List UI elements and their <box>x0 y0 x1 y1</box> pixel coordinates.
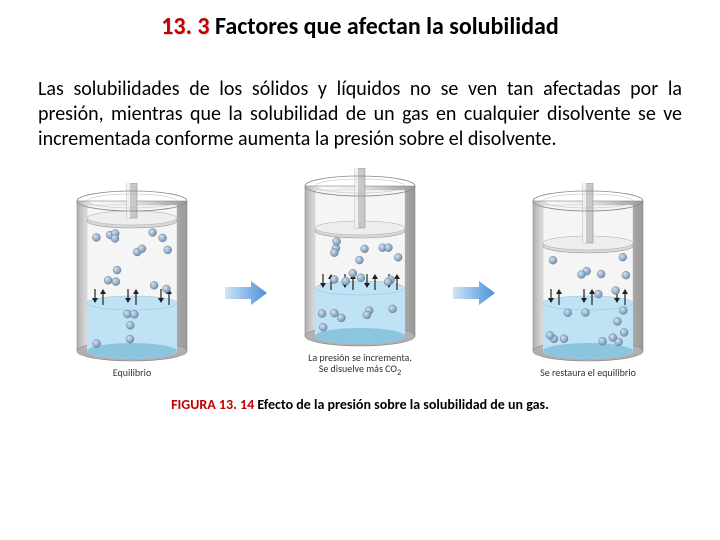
figure-label: FIGURA 13. 14 <box>171 396 254 413</box>
panel-caption-1: Equilibrio <box>113 367 151 378</box>
figure-caption-text: Efecto de la presión sobre la solubilida… <box>254 396 549 413</box>
figure-panel-3: Se restaura el equilibrio <box>513 183 663 378</box>
panel-caption-2-line2: Se disuelve más CO <box>319 362 397 375</box>
arrow-1 <box>225 208 267 378</box>
cylinder-diagram-3 <box>513 183 663 363</box>
figure-panel-2: La presión se incrementa. Se disuelve má… <box>285 168 435 378</box>
cylinder-diagram-2 <box>285 168 435 348</box>
cylinder-diagram-1 <box>57 183 207 363</box>
arrow-icon <box>453 279 495 307</box>
figure-row: Equilibrio La presión se incrementa <box>0 162 720 378</box>
panel-caption-2-sub: 2 <box>397 368 401 378</box>
section-title: Factores que afectan la solubilidad <box>210 12 559 41</box>
section-number: 13. 3 <box>161 12 209 41</box>
panel-caption-3: Se restaura el equilibrio <box>540 367 636 378</box>
arrow-icon <box>225 279 267 307</box>
arrow-2 <box>453 208 495 378</box>
figure-panel-1: Equilibrio <box>57 183 207 378</box>
figure-caption: FIGURA 13. 14 Efecto de la presión sobre… <box>0 396 720 413</box>
panel-caption-2: La presión se incrementa. Se disuelve má… <box>308 352 412 378</box>
page-header: 13. 3 Factores que afectan la solubilida… <box>0 0 720 49</box>
body-paragraph: Las solubilidades de los sólidos y líqui… <box>0 49 720 162</box>
